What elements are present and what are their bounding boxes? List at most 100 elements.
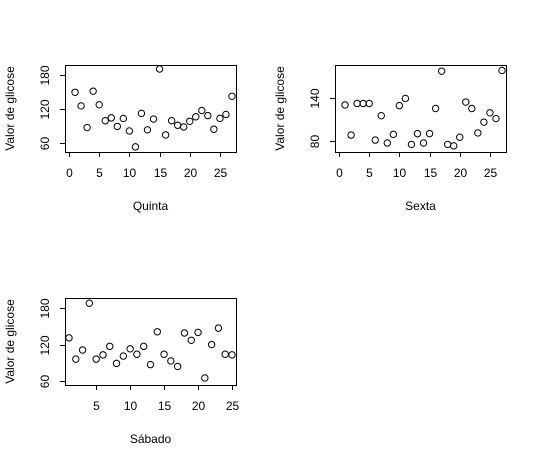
data-point [371,136,379,144]
x-tick-label: 25 [214,166,228,180]
data-point [83,123,91,132]
data-point [437,67,446,75]
data-point [112,359,121,368]
data-point [450,142,458,150]
data-point [167,357,175,365]
data-point [425,129,434,138]
x-tick-label: 15 [154,166,168,180]
data-point [419,139,428,147]
data-point [192,113,200,121]
data-point [187,336,195,344]
data-point [161,131,170,139]
data-point [113,122,121,131]
data-point [198,106,206,115]
data-point [214,324,223,332]
data-point [149,115,158,123]
x-axis-title: Quinta [133,199,169,213]
x-tick-label: 10 [123,166,137,180]
data-point [431,104,440,113]
y-tick-label: 120 [38,335,52,355]
y-tick-label: 60 [38,137,52,151]
data-point [365,99,373,108]
plot-box [335,65,507,153]
data-point [359,99,367,108]
data-point [474,129,482,137]
x-axis-title: Sexta [405,199,436,213]
data-point [137,109,146,118]
data-point [143,126,152,134]
x-axis: 0 5 10 15 20 25 [66,152,227,180]
data-point [65,334,73,342]
data-point [480,118,488,126]
y-axis: 80 140 [308,88,335,148]
data-point [413,129,422,138]
data-point [383,139,391,147]
data-point [160,350,168,358]
data-point [389,130,398,139]
plot-box [65,298,237,386]
data-point [77,102,85,110]
data-point [180,329,189,337]
x-axis: 0 5 10 15 20 25 [336,152,497,180]
axes [65,298,237,386]
data-point [486,109,494,117]
data-point [407,140,416,149]
data-point [401,94,410,103]
y-axis-title: Valor de glicose [3,66,17,151]
y-tick-label: 180 [38,65,52,85]
x-tick-label: 15 [424,166,438,180]
x-tick-label: 25 [484,166,498,180]
data-point [341,101,349,109]
data-point [492,114,500,123]
data-point [173,362,182,371]
data-point [194,328,202,337]
data-point [155,65,164,73]
data-point [201,374,209,382]
data-points [65,299,236,382]
y-axis: 60 120 180 [38,298,65,388]
data-point [125,127,134,135]
data-point [228,351,236,359]
y-axis: 60 120 180 [38,65,65,150]
scatter-panel-2: 0 5 10 15 20 25 80 140 Sexta Valor de glicose [273,65,507,213]
data-point [395,101,404,110]
axes [335,65,507,153]
x-tick-label: 0 [336,166,343,180]
data-points [341,66,506,150]
data-point [95,101,103,109]
data-point [443,140,452,149]
data-point [146,360,155,369]
data-point [71,88,79,97]
data-point [468,104,476,113]
data-point [72,355,80,363]
data-point [107,114,115,122]
data-point [456,133,464,141]
data-point [173,121,182,129]
data-point [92,355,100,363]
data-point [216,114,224,123]
data-point [228,92,236,100]
x-axis-title: Sábado [130,432,172,446]
y-tick-label: 80 [308,135,322,149]
plot-box [65,65,237,153]
x-tick-label: 20 [184,166,198,180]
x-tick-label: 5 [366,166,373,180]
data-point [210,125,218,133]
x-tick-label: 5 [96,166,103,180]
data-point [101,117,109,125]
data-point [186,117,194,125]
data-point [119,114,128,123]
data-point [180,123,188,131]
x-axis: 5 10 15 20 25 [93,385,239,413]
y-tick-label: 120 [38,99,52,119]
x-tick-label: 15 [158,399,172,413]
data-point [498,66,506,75]
data-point [85,299,94,307]
data-point [119,352,128,360]
data-points [71,65,236,151]
data-point [153,328,161,336]
y-tick-label: 180 [38,298,52,318]
data-point [347,131,355,139]
data-point [207,340,216,349]
x-tick-label: 25 [226,399,240,413]
